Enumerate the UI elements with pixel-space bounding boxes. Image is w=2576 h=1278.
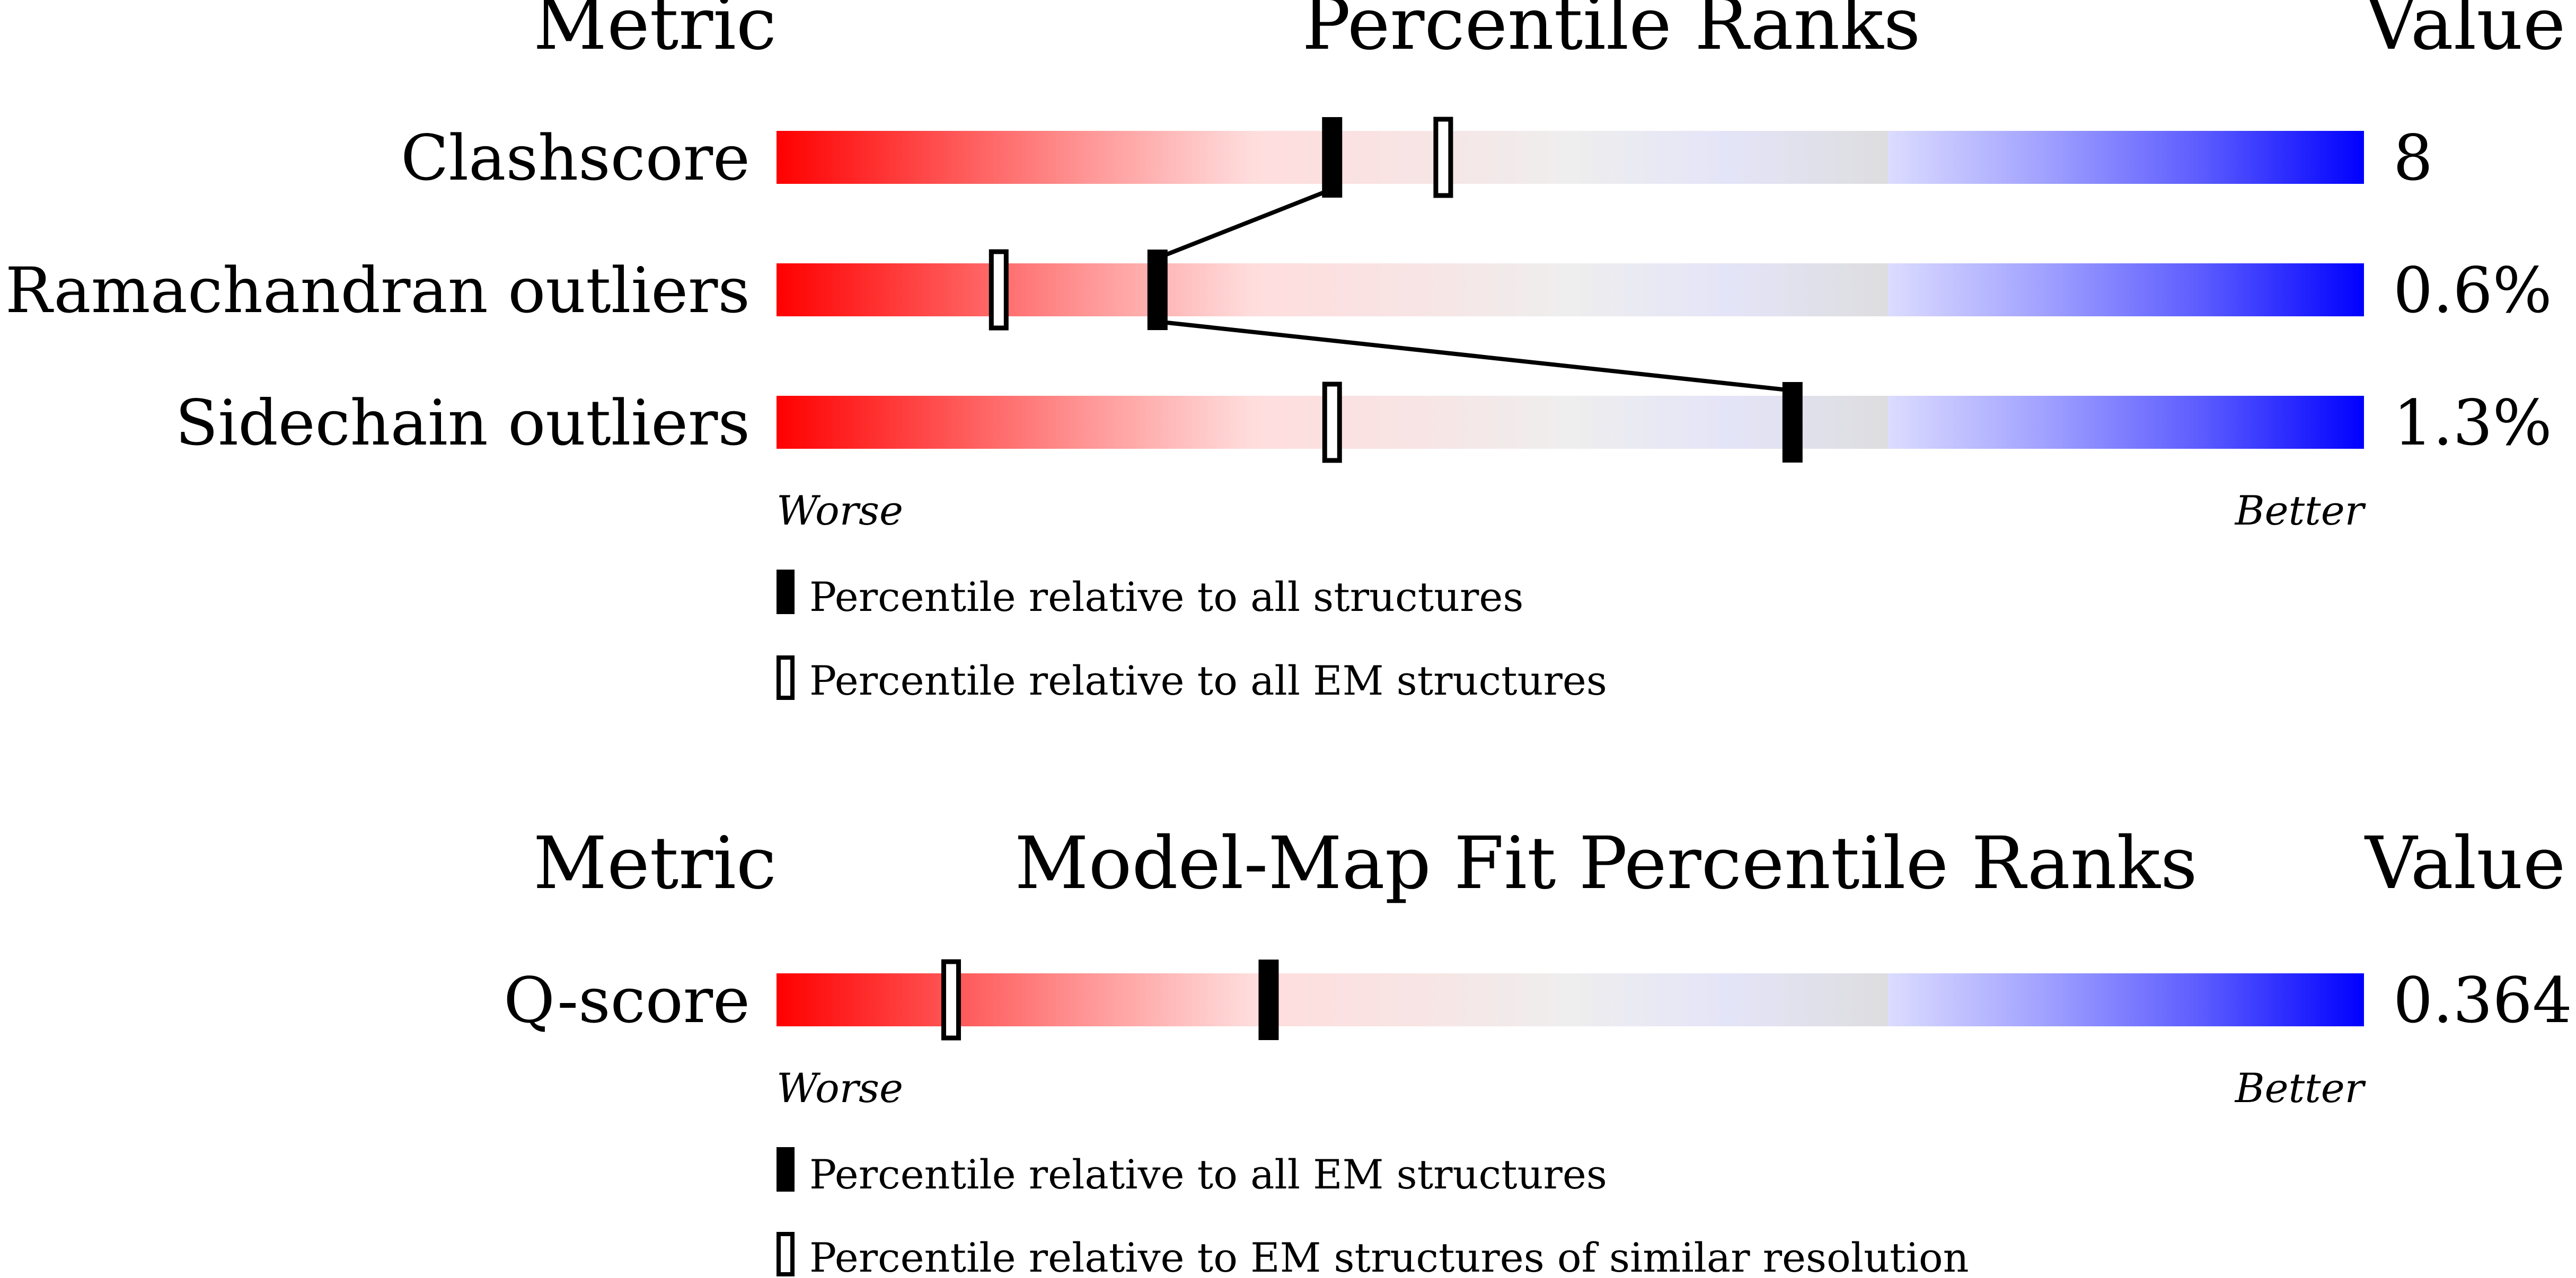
metric-label: Sidechain outliers (175, 386, 750, 459)
filled-percentile-marker (1322, 117, 1343, 198)
open-percentile-marker (941, 959, 961, 1041)
legend-open-label: Percentile relative to all EM structures (809, 657, 1607, 704)
better-label: Better (2234, 1064, 2367, 1112)
metric-bars: Clashscore 8 Ramachandran outliers 0.6% Side… (5, 117, 2552, 463)
legend-open-label: Percentile relative to EM structures of … (809, 1234, 1969, 1278)
metric-label: Q-score (504, 964, 750, 1037)
panel-title: Model-Map Fit Percentile Ranks (1014, 822, 2197, 906)
header-metric: Metric (533, 0, 777, 66)
header-value: Value (2364, 822, 2565, 906)
header-metric: Metric (533, 822, 777, 906)
legend: Percentile relative to all structures Pe… (777, 570, 1607, 704)
percentile-bar (777, 973, 2364, 1026)
metric-label: Ramachandran outliers (5, 254, 750, 327)
metric-bars: Q-score 0.364 (504, 959, 2572, 1041)
header-value: Value (2364, 0, 2565, 66)
worse-label: Worse (777, 1064, 903, 1112)
legend-open-marker (777, 655, 795, 700)
filled-percentile-marker (1258, 960, 1279, 1040)
legend-open-marker (777, 1232, 795, 1276)
metric-value: 1.3% (2393, 386, 2552, 459)
filled-percentile-marker (1782, 382, 1803, 463)
panel-title: Percentile Ranks (1302, 0, 1921, 66)
metric-value: 0.6% (2393, 254, 2552, 327)
panel-model-map-fit: Metric Model-Map Fit Percentile Ranks Va… (504, 822, 2572, 1278)
filled-percentile-marker (1147, 250, 1168, 330)
metric-value: 0.364 (2393, 964, 2572, 1037)
connector-line (1157, 320, 1793, 393)
legend-filled-label: Percentile relative to all EM structures (809, 1151, 1607, 1198)
percentile-bar (777, 263, 2364, 316)
legend-filled-marker (777, 570, 795, 614)
open-percentile-marker (989, 249, 1009, 331)
connector-line (1157, 187, 1333, 260)
legend-filled-label: Percentile relative to all structures (809, 573, 1523, 620)
panel-percentile-ranks: Metric Percentile Ranks Value Clashscore… (5, 0, 2566, 704)
percentile-bar (777, 396, 2364, 449)
metric-label: Clashscore (401, 121, 750, 194)
legend: Percentile relative to all EM structures… (777, 1147, 1969, 1278)
legend-filled-marker (777, 1147, 795, 1192)
worse-label: Worse (777, 487, 903, 534)
percentile-bar (777, 131, 2364, 184)
open-percentile-marker (1322, 381, 1342, 463)
open-percentile-marker (1433, 117, 1453, 198)
metric-value: 8 (2393, 121, 2433, 194)
better-label: Better (2234, 487, 2367, 534)
